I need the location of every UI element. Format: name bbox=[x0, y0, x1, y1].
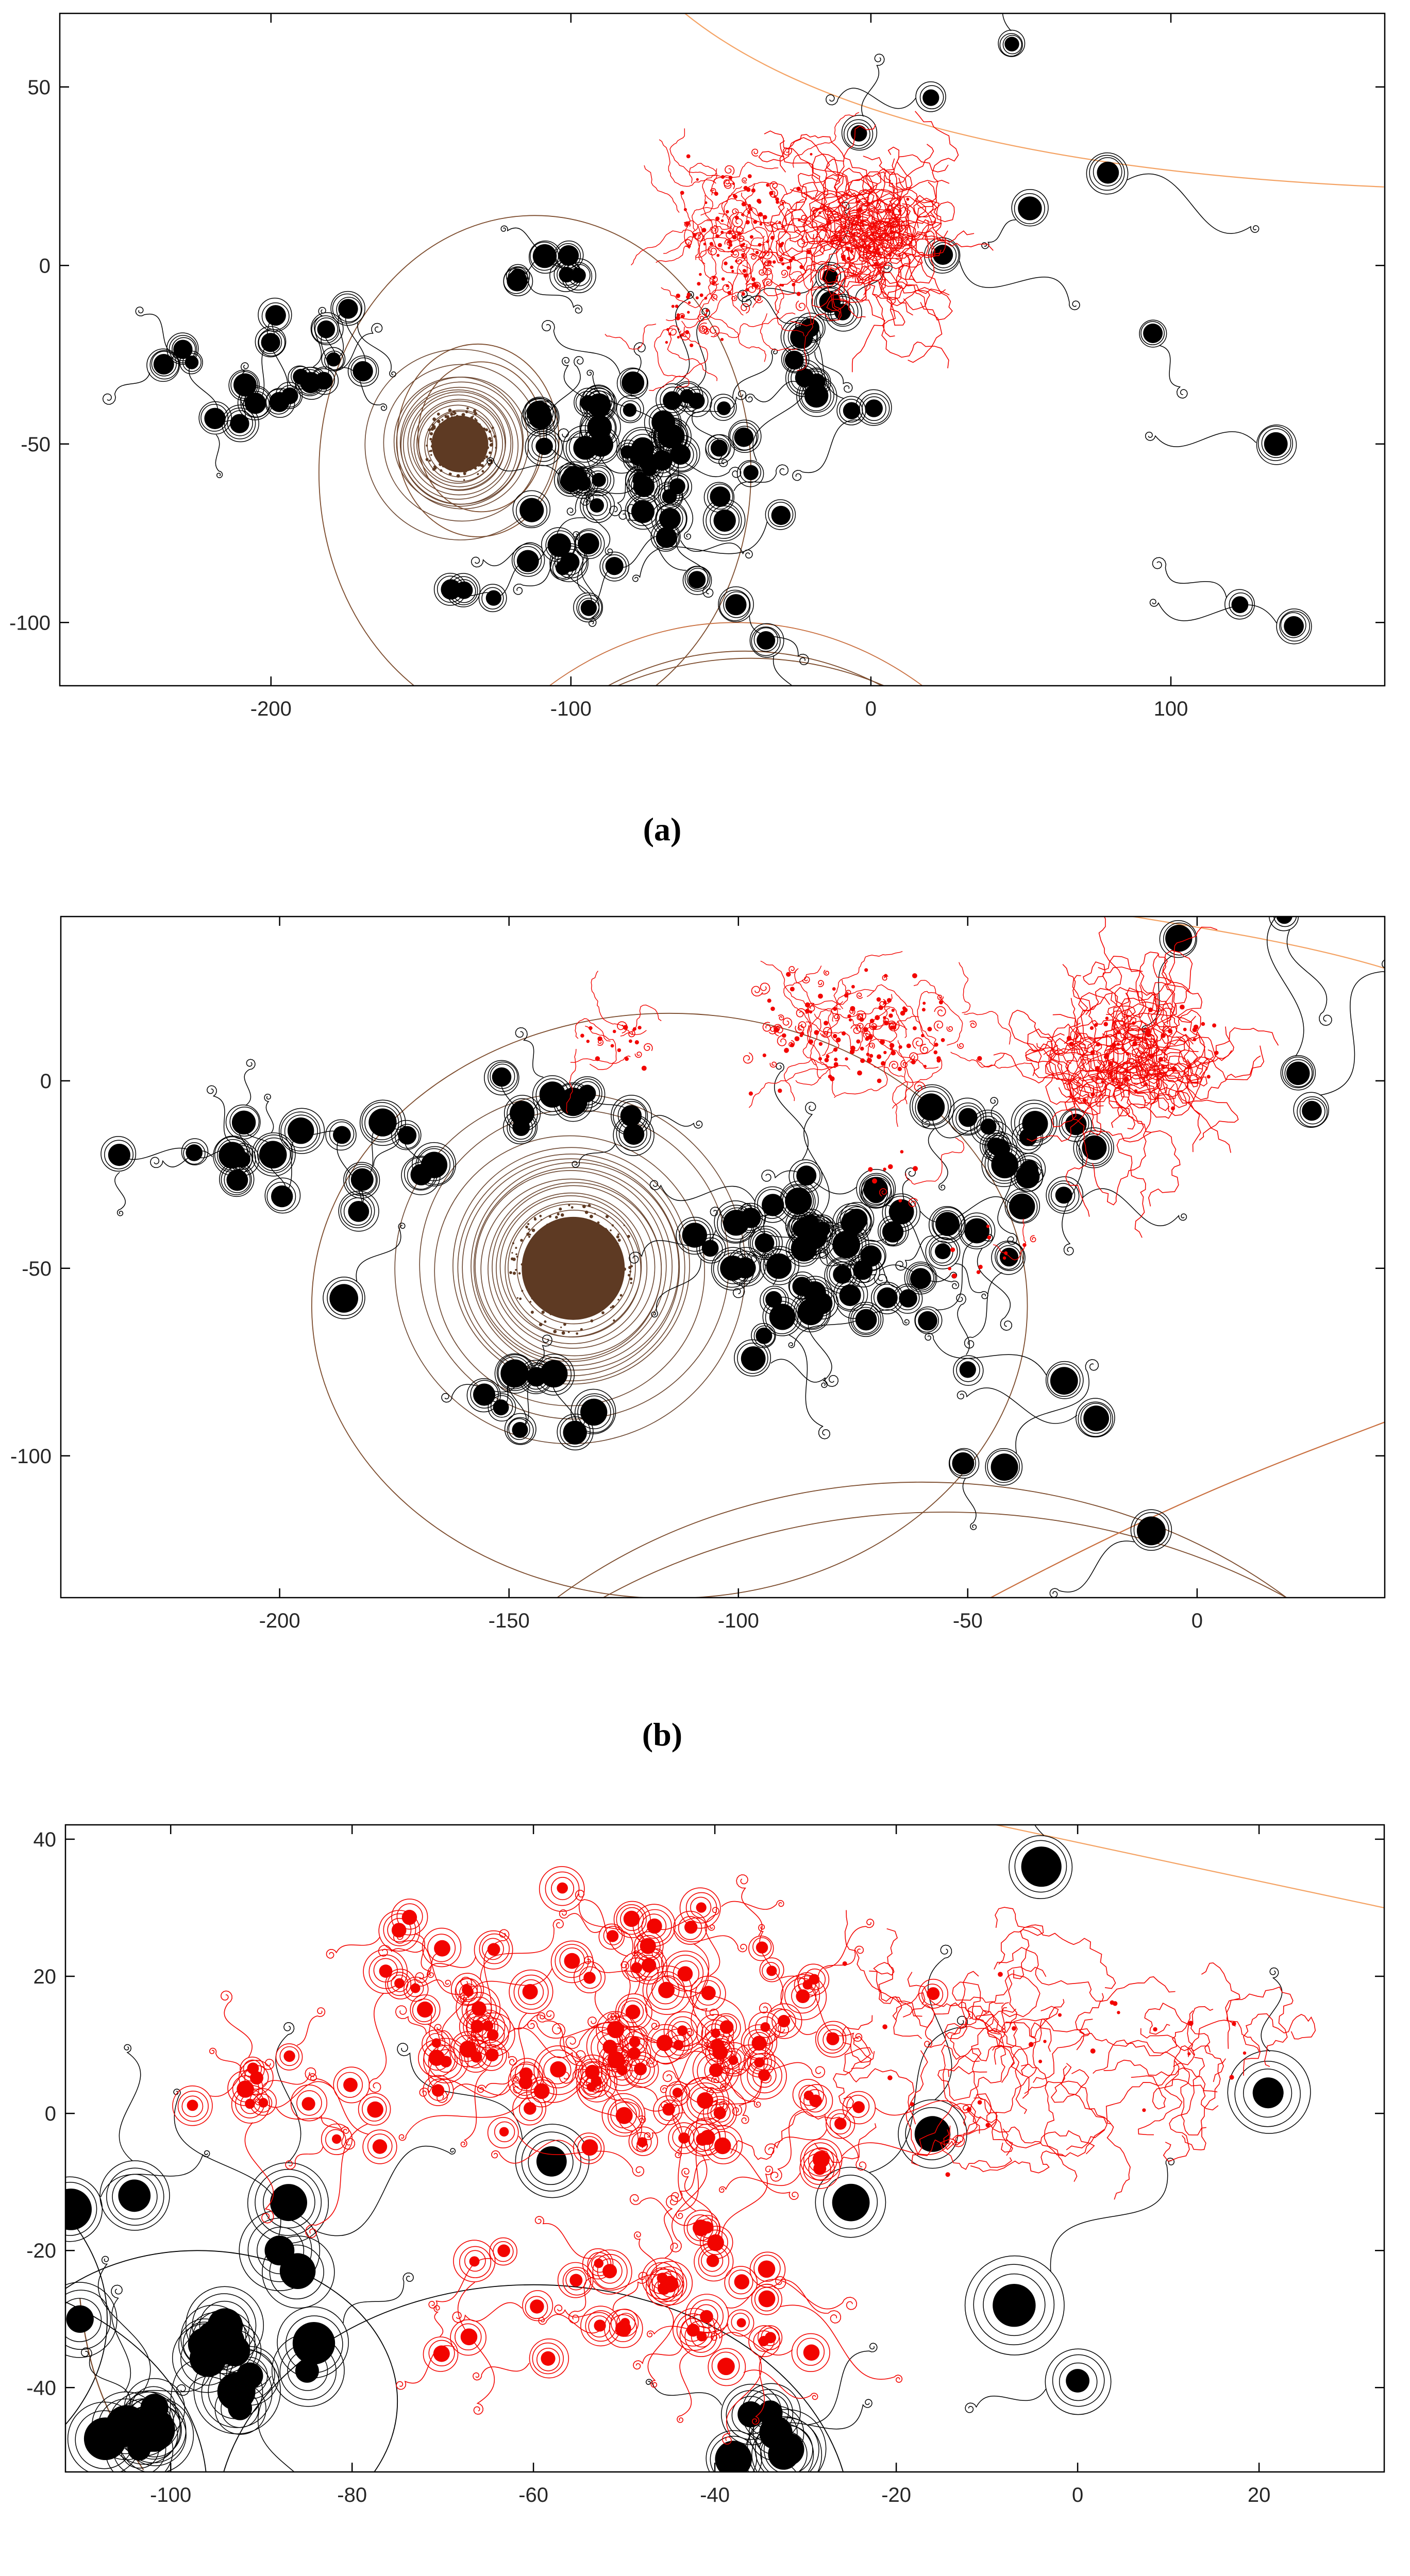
x-tick-label: -80 bbox=[337, 2484, 367, 2506]
y-tick-label: -40 bbox=[26, 2377, 56, 2399]
x-tick-label: -20 bbox=[881, 2484, 911, 2506]
x-tick-label: -100 bbox=[150, 2484, 191, 2506]
y-tick-label: 40 bbox=[33, 1828, 57, 1851]
axes: -200 -100 0 100 50 0 -50 -100 bbox=[9, 12, 1386, 720]
plot-area-c bbox=[65, 1825, 1384, 2472]
axes: -100 -80 -60 -40 -20 0 20 40 20 0 -20 -40 bbox=[26, 1824, 1385, 2506]
x-tick-label: 0 bbox=[865, 698, 877, 720]
y-tick-label: 0 bbox=[45, 2103, 56, 2125]
red-tracer-trajectories bbox=[566, 917, 1279, 1279]
heavy-vortex bbox=[364, 349, 557, 540]
x-tick-label: 0 bbox=[1191, 1609, 1203, 1632]
x-tick-label: -60 bbox=[518, 2484, 548, 2506]
x-tick-label: 20 bbox=[1248, 2484, 1271, 2506]
y-tick-label: 0 bbox=[39, 255, 51, 277]
x-tick-label: -40 bbox=[700, 2484, 730, 2506]
heavy-vortex bbox=[394, 1093, 746, 1445]
black-vortex-trajectories bbox=[100, 917, 1385, 1598]
x-tick-label: 0 bbox=[1072, 2484, 1083, 2506]
y-tick-label: -50 bbox=[22, 1258, 52, 1280]
y-tick-label: 20 bbox=[33, 1965, 57, 1988]
plot-a-canvas: -200 -100 0 100 50 0 -50 -100 bbox=[9, 12, 1386, 720]
plot-area-a bbox=[102, 13, 1384, 686]
x-tick-label: -100 bbox=[718, 1609, 759, 1632]
y-tick-label: -100 bbox=[9, 612, 51, 634]
y-tick-label: 0 bbox=[40, 1070, 52, 1093]
x-tick-label: -100 bbox=[550, 698, 592, 720]
farfield-arcs bbox=[311, 917, 1385, 1598]
subplot-a-label: (a) bbox=[643, 811, 682, 848]
plot-area-b bbox=[100, 917, 1385, 1598]
axes: -200 -150 -100 -50 0 0 -50 -100 bbox=[10, 916, 1386, 1632]
plot-c-canvas: -100 -80 -60 -40 -20 0 20 40 20 0 -20 -40 bbox=[26, 1824, 1385, 2506]
x-tick-label: -200 bbox=[250, 698, 292, 720]
y-tick-label: -50 bbox=[21, 433, 51, 456]
x-tick-label: -200 bbox=[259, 1609, 300, 1632]
x-tick-label: 100 bbox=[1154, 698, 1188, 720]
subplot-b-label: (b) bbox=[642, 1716, 683, 1753]
y-tick-label: -100 bbox=[10, 1445, 52, 1468]
black-vortex-trajectories bbox=[102, 13, 1312, 686]
y-tick-label: 50 bbox=[28, 76, 51, 99]
x-tick-label: -150 bbox=[489, 1609, 530, 1632]
y-tick-label: -20 bbox=[26, 2240, 56, 2262]
plot-b-canvas: -200 -150 -100 -50 0 0 -50 -100 bbox=[10, 916, 1386, 1632]
red-tracer-trajectories bbox=[605, 111, 994, 391]
x-tick-label: -50 bbox=[953, 1609, 983, 1632]
red-tracer-trajectories bbox=[172, 1866, 1316, 2445]
